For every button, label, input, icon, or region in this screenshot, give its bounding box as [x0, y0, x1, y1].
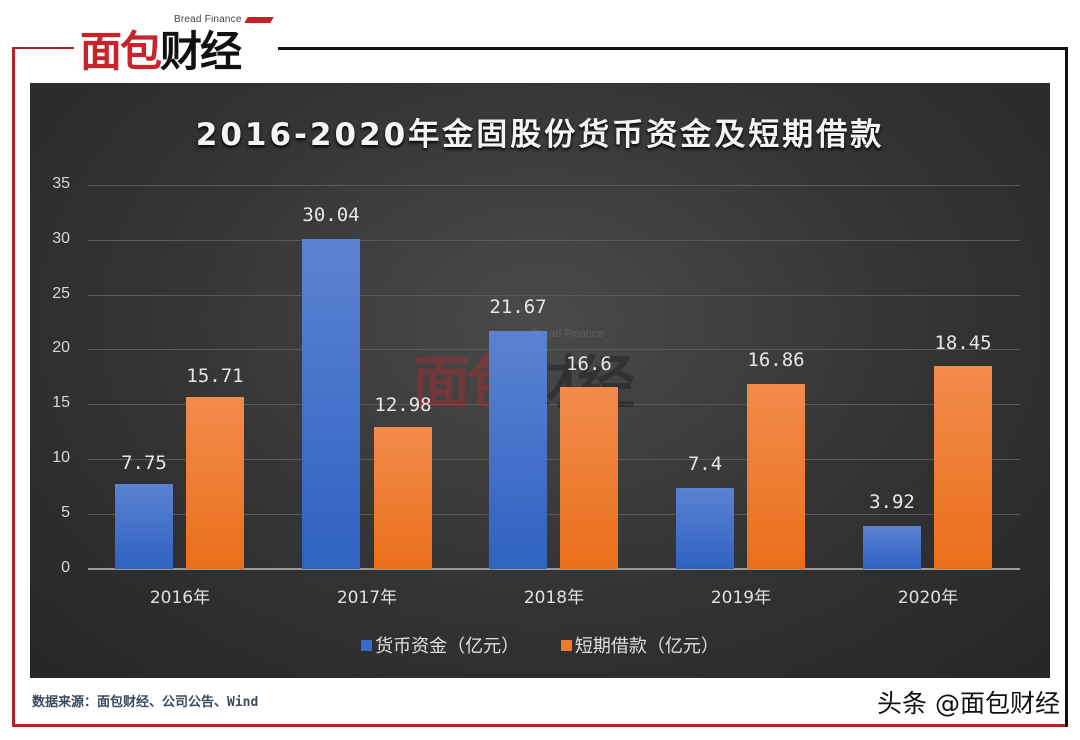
legend-item-cash[interactable]: 货币资金（亿元）: [361, 632, 519, 658]
logo-wordmark-black: 财经: [160, 27, 242, 76]
y-tick: 10: [52, 449, 70, 466]
bar-loan-2020[interactable]: [934, 366, 992, 569]
bar-label-cash-2019: 7.4: [687, 453, 723, 475]
bar-label-loan-2020: 18.45: [934, 332, 992, 354]
logo-wordmark-red: 面包: [80, 27, 162, 76]
bar-cash-2020[interactable]: [863, 526, 921, 569]
bar-label-cash-2016: 7.75: [121, 452, 167, 474]
bar-loan-2018[interactable]: [560, 387, 618, 569]
y-tick: 5: [61, 504, 70, 521]
bar-label-cash-2018: 21.67: [489, 296, 547, 318]
chart-title: 2016-2020年金固股份货币资金及短期借款: [195, 117, 885, 153]
logo-subtitle: Bread Finance: [174, 14, 242, 25]
bar-loan-2017[interactable]: [374, 427, 432, 569]
data-source-note: 数据来源：面包财经、公司公告、Wind: [32, 695, 259, 710]
legend-item-loan[interactable]: 短期借款（亿元）: [560, 632, 719, 658]
brand-logo: Bread Finance 面包财经: [76, 14, 276, 84]
gridline-5: [88, 514, 1020, 515]
logo-accent-bar: [244, 17, 274, 23]
y-tick: 35: [52, 175, 70, 192]
y-tick: 30: [52, 230, 70, 247]
bar-cash-2018[interactable]: [489, 331, 547, 569]
gridline-20: [88, 349, 1020, 350]
legend-swatch-blue-icon: [361, 639, 373, 651]
chart-legend: 货币资金（亿元） 短期借款（亿元）: [30, 632, 1050, 658]
gridline-35: [88, 185, 1020, 186]
frame-border-top-left: [12, 47, 74, 49]
frame-border-bottom: [12, 724, 1066, 727]
chart-panel: 2016-2020年金固股份货币资金及短期借款 35 30 25 20 15 1…: [30, 83, 1050, 678]
platform-credit: 头条 @面包财经: [877, 689, 1060, 718]
y-tick: 15: [52, 394, 70, 411]
legend-label-cash: 货币资金（亿元）: [375, 636, 520, 657]
gridline-30: [88, 240, 1020, 241]
x-tick: 2020年: [897, 588, 959, 608]
y-tick: 20: [52, 339, 70, 356]
bar-cash-2016[interactable]: [115, 484, 173, 569]
bar-label-loan-2018: 16.6: [566, 353, 612, 375]
x-tick: 2016年: [149, 588, 211, 608]
legend-label-loan: 短期借款（亿元）: [574, 636, 719, 657]
frame-border-right: [1065, 47, 1068, 727]
x-tick: 2019年: [710, 588, 772, 608]
bar-loan-2016[interactable]: [186, 397, 244, 569]
x-tick: 2017年: [336, 588, 398, 608]
gridline-15: [88, 404, 1020, 405]
y-tick: 0: [61, 559, 70, 576]
logo-wordmark: 面包财经: [80, 24, 242, 80]
gridline-10: [88, 459, 1020, 460]
x-tick: 2018年: [523, 588, 585, 608]
bar-label-cash-2017: 30.04: [302, 204, 360, 226]
bar-label-loan-2019: 16.86: [747, 349, 805, 371]
frame-border-top: [278, 47, 1068, 50]
bar-cash-2017[interactable]: [302, 239, 360, 569]
bar-label-loan-2016: 15.71: [186, 365, 244, 387]
bar-label-cash-2020: 3.92: [869, 491, 915, 513]
bar-cash-2019[interactable]: [676, 488, 734, 569]
bar-label-loan-2017: 12.98: [374, 394, 432, 416]
legend-swatch-orange-icon: [560, 639, 572, 651]
frame-border-left: [12, 47, 15, 727]
y-tick: 25: [52, 285, 70, 302]
bar-loan-2019[interactable]: [747, 384, 805, 569]
x-axis-line: [88, 568, 1020, 570]
gridline-25: [88, 295, 1020, 296]
